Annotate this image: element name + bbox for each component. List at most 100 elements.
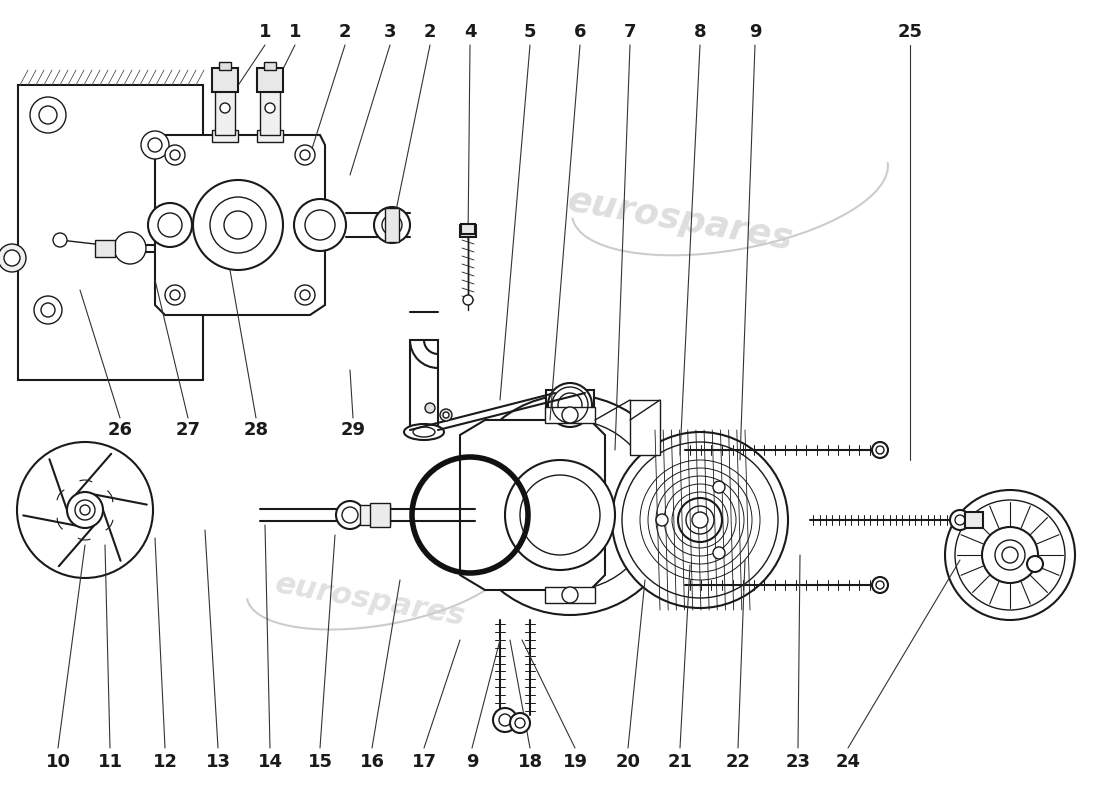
Circle shape (621, 442, 778, 598)
Text: 4: 4 (464, 23, 476, 41)
Circle shape (141, 131, 169, 159)
Bar (212, 68, 238, 92)
Ellipse shape (412, 427, 434, 437)
Circle shape (165, 145, 185, 165)
Circle shape (295, 285, 315, 305)
Circle shape (80, 505, 90, 515)
Circle shape (493, 708, 517, 732)
Circle shape (170, 150, 180, 160)
Text: 20: 20 (616, 753, 640, 771)
Text: eurospares: eurospares (273, 569, 468, 631)
Text: 25: 25 (898, 23, 923, 41)
Circle shape (39, 106, 57, 124)
Bar (630, 400, 660, 455)
Circle shape (443, 412, 449, 418)
Text: 29: 29 (341, 421, 365, 439)
Text: 3: 3 (384, 23, 396, 41)
Circle shape (548, 383, 592, 427)
Text: 15: 15 (308, 753, 332, 771)
Circle shape (945, 490, 1075, 620)
Circle shape (382, 215, 402, 235)
Bar (212, 130, 238, 142)
Circle shape (305, 210, 336, 240)
Circle shape (515, 718, 525, 728)
Bar (965, 512, 983, 528)
Circle shape (713, 547, 725, 559)
Bar (385, 208, 399, 242)
Circle shape (4, 250, 20, 266)
Text: 28: 28 (243, 421, 268, 439)
Circle shape (876, 446, 884, 454)
Bar (544, 587, 595, 603)
Circle shape (612, 432, 788, 608)
Text: 6: 6 (574, 23, 586, 41)
Text: 12: 12 (153, 753, 177, 771)
Circle shape (16, 442, 153, 578)
Circle shape (67, 492, 103, 528)
Circle shape (170, 290, 180, 300)
Circle shape (165, 285, 185, 305)
Circle shape (300, 150, 310, 160)
Text: 1: 1 (258, 23, 272, 41)
Circle shape (1002, 547, 1018, 563)
Text: 2: 2 (424, 23, 437, 41)
Circle shape (713, 481, 725, 493)
Bar (214, 90, 235, 135)
Bar (264, 62, 276, 70)
Circle shape (158, 213, 182, 237)
Circle shape (192, 180, 283, 270)
Bar (546, 390, 594, 420)
Polygon shape (155, 135, 324, 315)
Circle shape (34, 296, 62, 324)
Text: 19: 19 (562, 753, 587, 771)
Text: 23: 23 (785, 753, 811, 771)
Circle shape (505, 460, 615, 570)
Circle shape (220, 103, 230, 113)
Circle shape (336, 501, 364, 529)
Text: eurospares: eurospares (564, 183, 795, 257)
Circle shape (562, 587, 578, 603)
Bar (461, 224, 475, 234)
Circle shape (148, 203, 192, 247)
Bar (95, 240, 116, 257)
Circle shape (374, 207, 410, 243)
Circle shape (996, 540, 1025, 570)
Bar (257, 130, 283, 142)
Text: 21: 21 (668, 753, 693, 771)
Circle shape (294, 199, 346, 251)
Text: 14: 14 (257, 753, 283, 771)
Bar (544, 407, 595, 423)
Circle shape (114, 232, 146, 264)
Circle shape (1027, 556, 1043, 572)
Circle shape (656, 514, 668, 526)
Text: 9: 9 (749, 23, 761, 41)
Polygon shape (460, 420, 605, 590)
Text: 2: 2 (339, 23, 351, 41)
Circle shape (425, 403, 435, 413)
Circle shape (148, 138, 162, 152)
Circle shape (955, 500, 1065, 610)
Text: 22: 22 (726, 753, 750, 771)
Text: 11: 11 (98, 753, 122, 771)
Circle shape (210, 197, 266, 253)
Text: 26: 26 (108, 421, 132, 439)
Circle shape (982, 527, 1038, 583)
Ellipse shape (404, 424, 444, 440)
Circle shape (955, 515, 965, 525)
Bar (360, 505, 390, 525)
Text: 1: 1 (288, 23, 301, 41)
Text: 10: 10 (45, 753, 70, 771)
Circle shape (460, 395, 680, 615)
Text: 16: 16 (360, 753, 385, 771)
Circle shape (558, 393, 582, 417)
Text: 7: 7 (624, 23, 636, 41)
Text: 9: 9 (465, 753, 478, 771)
Circle shape (342, 507, 358, 523)
Circle shape (876, 581, 884, 589)
Circle shape (678, 498, 722, 542)
Bar (260, 90, 280, 135)
Circle shape (520, 475, 600, 555)
Circle shape (295, 145, 315, 165)
Circle shape (265, 103, 275, 113)
Circle shape (41, 303, 55, 317)
